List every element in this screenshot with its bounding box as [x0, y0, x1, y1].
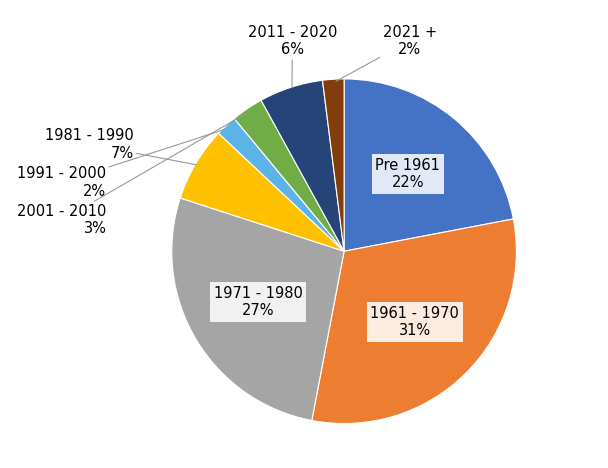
Text: 2001 - 2010
3%: 2001 - 2010 3% [17, 113, 247, 236]
Text: 2021 +
2%: 2021 + 2% [336, 25, 437, 81]
Text: 1991 - 2000
2%: 1991 - 2000 2% [17, 129, 226, 198]
Wedge shape [261, 80, 344, 251]
Wedge shape [344, 79, 513, 251]
Text: 1971 - 1980
27%: 1971 - 1980 27% [213, 286, 303, 318]
Text: Pre 1961
22%: Pre 1961 22% [375, 158, 440, 190]
Wedge shape [322, 79, 344, 251]
Wedge shape [312, 219, 516, 424]
Wedge shape [180, 133, 344, 251]
Text: 1961 - 1970
31%: 1961 - 1970 31% [370, 306, 459, 338]
Wedge shape [172, 198, 344, 420]
Text: 1981 - 1990
7%: 1981 - 1990 7% [45, 128, 196, 165]
Wedge shape [218, 118, 344, 251]
Wedge shape [234, 100, 344, 251]
Text: 2011 - 2020
6%: 2011 - 2020 6% [247, 25, 337, 88]
